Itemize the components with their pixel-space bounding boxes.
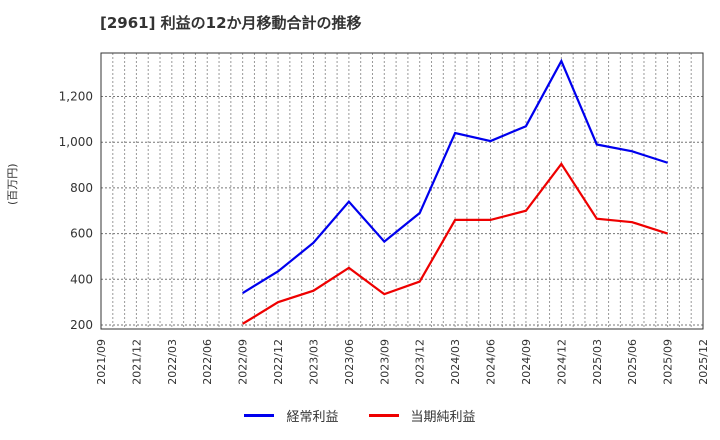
x-tick-label: 2024/06 bbox=[485, 339, 498, 385]
series-line bbox=[242, 58, 668, 294]
x-tick-label: 2024/09 bbox=[520, 339, 533, 385]
legend-swatch-blue bbox=[244, 414, 275, 417]
x-tick-label: 2023/03 bbox=[307, 339, 320, 385]
legend-label: 当期純利益 bbox=[410, 410, 476, 425]
x-tick-label: 2022/09 bbox=[237, 339, 250, 385]
x-tick-label: 2025/12 bbox=[697, 339, 710, 385]
x-tick-label: 2024/12 bbox=[555, 339, 568, 385]
x-tick-label: 2023/06 bbox=[343, 339, 356, 385]
x-tick-label: 2022/06 bbox=[201, 339, 214, 385]
x-tick-label: 2025/09 bbox=[662, 339, 675, 385]
legend: 経常利益 当期純利益 bbox=[0, 406, 720, 425]
x-tick-label: 2022/03 bbox=[166, 339, 179, 385]
legend-item-ordinary-profit: 経常利益 bbox=[244, 406, 339, 425]
chart-title: [2961] 利益の12か月移動合計の推移 bbox=[100, 14, 362, 32]
y-tick-label: 1,200 bbox=[59, 90, 93, 104]
x-tick-label: 2021/12 bbox=[130, 339, 143, 385]
x-tick-label: 2021/09 bbox=[95, 339, 108, 385]
x-tick-label: 2025/06 bbox=[626, 339, 639, 385]
y-tick-label: 400 bbox=[70, 272, 93, 286]
x-tick-label: 2023/12 bbox=[414, 339, 427, 385]
series-line bbox=[242, 161, 668, 325]
x-tick-label: 2024/03 bbox=[449, 339, 462, 385]
y-tick-label: 800 bbox=[70, 181, 93, 195]
legend-item-net-profit: 当期純利益 bbox=[368, 406, 476, 425]
x-tick-label: 2025/03 bbox=[591, 339, 604, 385]
legend-label: 経常利益 bbox=[286, 410, 339, 425]
x-tick-label: 2022/12 bbox=[272, 339, 285, 385]
legend-swatch-red bbox=[368, 414, 399, 417]
x-tick-label: 2023/09 bbox=[378, 339, 391, 385]
y-tick-label: 600 bbox=[70, 227, 93, 241]
y-tick-label: 200 bbox=[70, 318, 93, 332]
y-tick-label: 1,000 bbox=[59, 135, 93, 149]
